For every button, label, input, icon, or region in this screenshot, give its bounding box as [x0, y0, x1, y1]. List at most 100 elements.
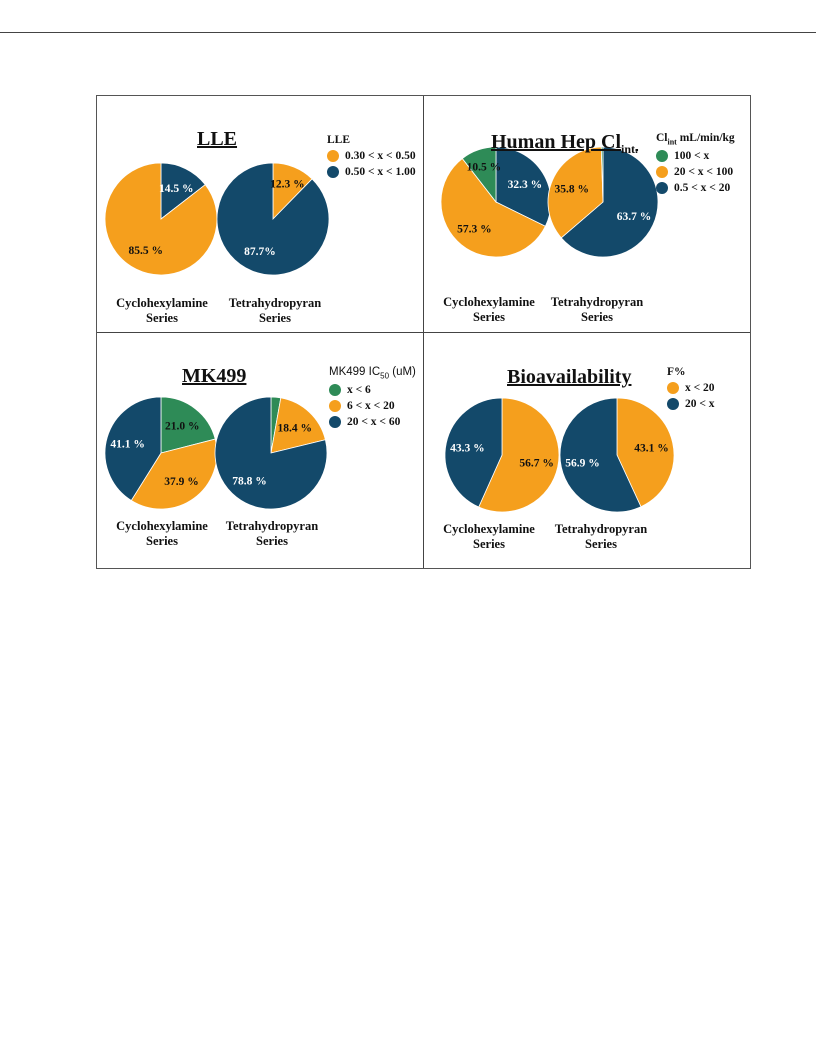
legend-item-label: 0.5 < x < 20 [674, 182, 731, 195]
pie-data-label: 56.7 % [519, 457, 554, 469]
panel-title-text: LLE [197, 128, 238, 150]
pie-slice [216, 162, 330, 276]
pie-data-label: 35.8 % [555, 183, 590, 195]
legend-item: 6 < x < 20 [329, 398, 416, 414]
panel-title-text: Human Hep Cl [491, 131, 622, 153]
legend-title-text: Cl [656, 132, 668, 144]
pie-slice [616, 397, 675, 508]
legend-item: 20 < x [667, 396, 715, 412]
pie-slice [495, 146, 552, 227]
legend-item-label: 100 < x [674, 150, 710, 163]
pie-slice [560, 146, 659, 258]
pie-series-label: Tetrahydropyran Series [536, 522, 666, 552]
legend-item: 0.30 < x < 0.50 [327, 148, 416, 164]
pie-slice [559, 397, 642, 513]
pie-series-label-line: Tetrahydropyran [228, 296, 322, 310]
pie-area-lle: 14.5 % 85.5 % 12.3 % 87.7% [104, 162, 330, 276]
pie-cyclohexylamine: 56.7 % 43.3 % [444, 397, 560, 513]
pie-slice [160, 396, 216, 454]
legend-item-label: 20 < x < 60 [347, 416, 401, 429]
pie-slice [104, 396, 162, 502]
pie-series-label-line: Series [473, 310, 505, 324]
pie-area-mk499: 21.0 % 37.9 % 41.1 % 18.4 % 78.8 % [104, 396, 328, 510]
legend-title: F% [667, 366, 715, 378]
page-header-rule [0, 32, 816, 33]
legend-item: x < 20 [667, 380, 715, 396]
pie-series-label: Cyclohexylamine Series [424, 295, 554, 325]
pie-series-label-line: Cyclohexylamine [116, 519, 208, 533]
legend-title: LLE [327, 134, 416, 146]
pie-area-bioavailability: 56.7 % 43.3 % 43.1 % 56.9 % [444, 397, 675, 513]
pie-data-label: 18.4 % [278, 423, 313, 435]
pie-slice [461, 146, 497, 204]
legend: Clint mL/min/kg 100 < x 20 < x < 100 0.5… [656, 132, 735, 196]
legend-swatch-icon [329, 384, 341, 397]
panel-title-text: Bioavailability [507, 366, 632, 388]
legend-swatch-icon [656, 182, 668, 195]
pie-tetrahydropyran: 12.3 % 87.7% [216, 162, 330, 276]
pie-series-label-line: Cyclohexylamine [116, 296, 208, 310]
pie-slice [214, 396, 328, 510]
pie-series-label-line: Series [585, 537, 617, 551]
legend: F% x < 20 20 < x [667, 366, 715, 412]
legend: LLE 0.30 < x < 0.50 0.50 < x < 1.00 [327, 134, 416, 180]
legend-swatch-icon [329, 416, 341, 429]
legend-item-label: 0.30 < x < 0.50 [345, 150, 416, 162]
pie-tetrahydropyran: 63.7 % 35.8 % [547, 146, 659, 258]
legend-item-label: 20 < x < 100 [674, 166, 734, 179]
pie-series-label-line: Tetrahydropyran [554, 522, 648, 536]
pie-series-label-line: Tetrahydropyran [225, 519, 319, 533]
pie-cyclohexylamine: 32.3 % 57.3 % 10.5 % [440, 146, 552, 258]
legend-title: MK499 IC50 (uM) [329, 366, 416, 380]
pie-series-label: Cyclohexylamine Series [97, 519, 227, 549]
pie-series-label-line: Series [146, 311, 178, 325]
pie-data-label: 41.1 % [110, 438, 145, 450]
panel-bioavailability: 56.7 % 43.3 % 43.1 % 56.9 % Bioavailability… [424, 333, 750, 569]
legend-title-units: mL/min/kg [676, 132, 735, 144]
pie-area-human-hep-clint: 32.3 % 57.3 % 10.5 % 63.7 % 35.8 % [440, 146, 659, 258]
pie-series-label-line: Series [259, 311, 291, 325]
legend-item: 0.50 < x < 1.00 [327, 164, 416, 180]
legend-title-subscript: int [667, 137, 677, 147]
panel-lle: 14.5 % 85.5 % 12.3 % 87.7% LLE LLE 0.30 < x… [97, 96, 423, 332]
pie-series-label-line: Series [146, 534, 178, 548]
panel-divider-horizontal [97, 332, 750, 333]
pie-data-label: 10.5 % [467, 162, 502, 174]
legend-title-text: MK499 IC [329, 366, 381, 378]
legend-title-subscript: 50 [380, 371, 390, 381]
legend-title-text: LLE [327, 134, 351, 146]
pie-series-label: Cyclohexylamine Series [97, 296, 227, 326]
legend-title-text: F% [667, 366, 686, 378]
legend-item-label: x < 6 [347, 384, 371, 397]
legend-item-label: 0.50 < x < 1.00 [345, 166, 416, 178]
panel-title-subscript: int. [621, 142, 639, 156]
legend-swatch-icon [327, 166, 339, 178]
pie-slice [478, 397, 560, 513]
pie-data-label: 43.3 % [450, 443, 485, 455]
panel-title-text: MK499 [182, 365, 247, 387]
pie-slice [440, 157, 546, 258]
legend-item: 100 < x [656, 148, 735, 164]
pie-series-label: Cyclohexylamine Series [424, 522, 554, 552]
pie-data-label: 78.8 % [232, 475, 267, 487]
pie-data-label: 87.7% [244, 246, 276, 258]
pie-series-label: Tetrahydropyran Series [207, 519, 337, 549]
pie-series-label-line: Series [473, 537, 505, 551]
pie-series-label: Tetrahydropyran Series [210, 296, 340, 326]
pie-data-label: 32.3 % [508, 179, 543, 191]
pie-slice [444, 397, 503, 508]
pie-slice [600, 146, 604, 203]
pie-slice [547, 146, 604, 239]
pie-series-label-line: Cyclohexylamine [443, 522, 535, 536]
pie-slice [104, 162, 218, 276]
pie-data-label: 57.3 % [457, 223, 492, 235]
legend-item: 20 < x < 60 [329, 414, 416, 430]
pie-series-label-line: Cyclohexylamine [443, 295, 535, 309]
pie-data-label: 56.9 % [565, 458, 600, 470]
pie-cyclohexylamine: 21.0 % 37.9 % 41.1 % [104, 396, 218, 510]
pie-data-label: 12.3 % [270, 179, 305, 191]
legend-title: Clint mL/min/kg [656, 132, 735, 146]
legend-swatch-icon [329, 400, 341, 413]
pie-tetrahydropyran: 18.4 % 78.8 % [214, 396, 328, 510]
pie-data-label: 21.0 % [165, 421, 200, 433]
